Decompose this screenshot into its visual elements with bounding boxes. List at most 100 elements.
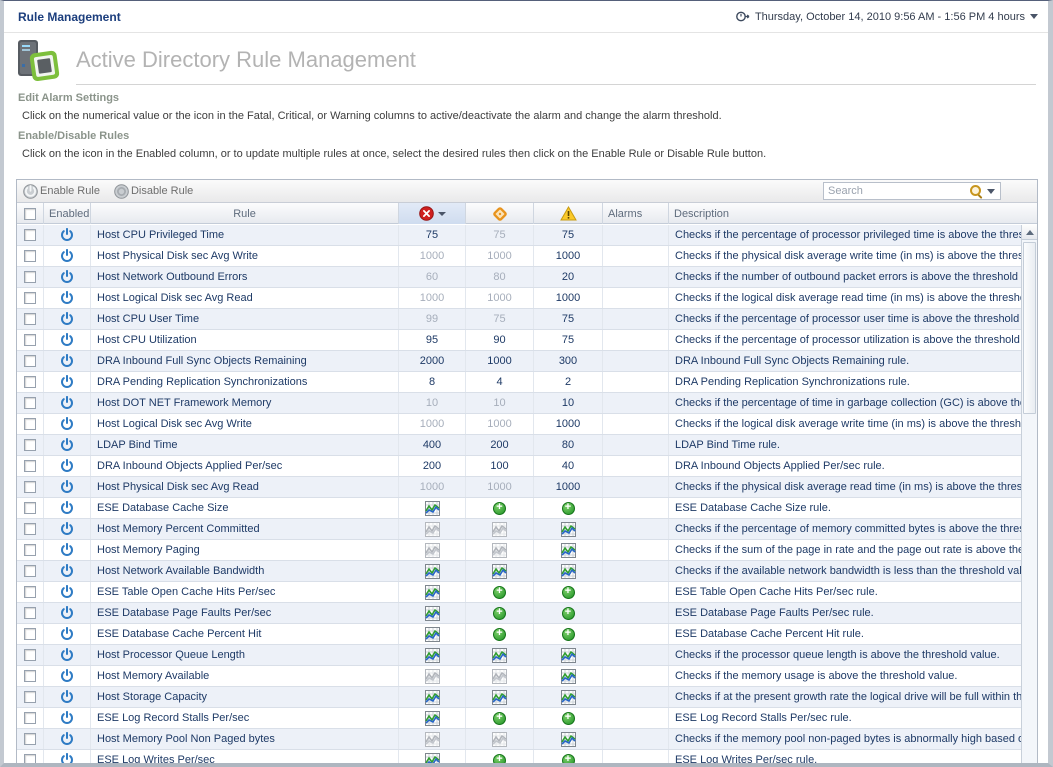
scrollbar-thumb[interactable]: [1023, 242, 1036, 414]
enabled-cell[interactable]: [44, 603, 91, 623]
baseline-chart-icon[interactable]: [560, 563, 576, 579]
threshold-cell[interactable]: [466, 603, 534, 623]
enabled-cell[interactable]: [44, 519, 91, 539]
threshold-value[interactable]: 95: [425, 334, 439, 346]
threshold-cell[interactable]: 75: [466, 225, 534, 245]
threshold-cell[interactable]: 1000: [466, 414, 534, 434]
threshold-cell[interactable]: [534, 750, 603, 763]
baseline-chart-icon[interactable]: [560, 542, 576, 558]
power-icon[interactable]: [60, 375, 74, 389]
threshold-cell[interactable]: 80: [534, 435, 603, 455]
baseline-chart-icon[interactable]: [492, 647, 507, 663]
threshold-cell[interactable]: 60: [399, 267, 466, 287]
add-alarm-icon[interactable]: [561, 501, 575, 515]
add-alarm-icon[interactable]: [561, 606, 575, 620]
threshold-cell[interactable]: 200: [399, 456, 466, 476]
threshold-value[interactable]: 300: [558, 355, 578, 367]
threshold-value[interactable]: 8: [428, 376, 436, 388]
timerange-selector[interactable]: Thursday, October 14, 2010 9:56 AM - 1:5…: [735, 10, 1038, 23]
row-checkbox[interactable]: [24, 754, 36, 763]
threshold-cell[interactable]: [399, 582, 466, 602]
row-checkbox[interactable]: [24, 271, 36, 283]
threshold-cell[interactable]: 300: [534, 351, 603, 371]
baseline-chart-icon[interactable]: [492, 689, 507, 705]
enabled-cell[interactable]: [44, 456, 91, 476]
baseline-chart-icon[interactable]: [424, 668, 440, 684]
row-checkbox[interactable]: [24, 355, 36, 367]
row-checkbox[interactable]: [24, 733, 36, 745]
threshold-cell[interactable]: [466, 498, 534, 518]
enabled-cell[interactable]: [44, 477, 91, 497]
threshold-value[interactable]: 80: [561, 439, 575, 451]
threshold-value[interactable]: 75: [425, 229, 439, 241]
threshold-cell[interactable]: [534, 645, 603, 665]
threshold-value[interactable]: 1000: [555, 250, 581, 262]
baseline-chart-icon[interactable]: [492, 542, 507, 558]
add-alarm-icon[interactable]: [493, 501, 506, 515]
add-alarm-icon[interactable]: [561, 711, 575, 725]
power-icon[interactable]: [60, 459, 74, 473]
threshold-cell[interactable]: [466, 729, 534, 749]
threshold-value[interactable]: 100: [490, 460, 509, 472]
baseline-chart-icon[interactable]: [492, 668, 507, 684]
threshold-cell[interactable]: [534, 603, 603, 623]
threshold-cell[interactable]: 1000: [466, 351, 534, 371]
threshold-cell[interactable]: 100: [466, 456, 534, 476]
disable-rule-button[interactable]: Disable Rule: [114, 183, 193, 199]
row-checkbox[interactable]: [24, 460, 36, 472]
enabled-cell[interactable]: [44, 414, 91, 434]
threshold-value[interactable]: 1000: [487, 292, 512, 304]
threshold-cell[interactable]: [466, 750, 534, 763]
threshold-cell[interactable]: 40: [534, 456, 603, 476]
threshold-value[interactable]: 1000: [419, 292, 445, 304]
baseline-chart-icon[interactable]: [424, 521, 440, 537]
add-alarm-icon[interactable]: [493, 753, 506, 763]
threshold-cell[interactable]: [534, 729, 603, 749]
threshold-value[interactable]: 10: [561, 397, 575, 409]
column-header-fatal[interactable]: [399, 203, 466, 224]
threshold-value[interactable]: 20: [561, 271, 575, 283]
threshold-cell[interactable]: 75: [534, 225, 603, 245]
threshold-value[interactable]: 1000: [419, 481, 445, 493]
threshold-cell[interactable]: 1000: [466, 288, 534, 308]
power-icon[interactable]: [60, 249, 74, 263]
power-icon[interactable]: [60, 711, 74, 725]
threshold-value[interactable]: 2000: [419, 355, 445, 367]
threshold-cell[interactable]: 10: [466, 393, 534, 413]
threshold-cell[interactable]: 1000: [534, 414, 603, 434]
enabled-cell[interactable]: [44, 267, 91, 287]
row-checkbox[interactable]: [24, 628, 36, 640]
threshold-cell[interactable]: 1000: [534, 477, 603, 497]
enabled-cell[interactable]: [44, 708, 91, 728]
threshold-cell[interactable]: [399, 687, 466, 707]
threshold-cell[interactable]: 8: [399, 372, 466, 392]
power-icon[interactable]: [60, 732, 74, 746]
threshold-value[interactable]: 75: [493, 313, 506, 325]
threshold-value[interactable]: 200: [422, 460, 442, 472]
threshold-cell[interactable]: [399, 603, 466, 623]
row-checkbox[interactable]: [24, 313, 36, 325]
threshold-cell[interactable]: 2: [534, 372, 603, 392]
threshold-cell[interactable]: [466, 582, 534, 602]
threshold-cell[interactable]: 75: [466, 309, 534, 329]
enabled-cell[interactable]: [44, 225, 91, 245]
threshold-cell[interactable]: 2000: [399, 351, 466, 371]
baseline-chart-icon[interactable]: [560, 668, 576, 684]
threshold-cell[interactable]: [399, 498, 466, 518]
enabled-cell[interactable]: [44, 624, 91, 644]
column-header-description[interactable]: Description: [674, 207, 730, 220]
add-alarm-icon[interactable]: [561, 753, 575, 763]
enabled-cell[interactable]: [44, 687, 91, 707]
threshold-cell[interactable]: 1000: [466, 246, 534, 266]
threshold-cell[interactable]: [534, 624, 603, 644]
row-checkbox[interactable]: [24, 376, 36, 388]
threshold-cell[interactable]: [466, 624, 534, 644]
threshold-cell[interactable]: [466, 687, 534, 707]
row-checkbox[interactable]: [24, 586, 36, 598]
threshold-value[interactable]: 1000: [419, 250, 445, 262]
add-alarm-icon[interactable]: [493, 711, 506, 725]
threshold-value[interactable]: 2: [564, 376, 572, 388]
threshold-cell[interactable]: 80: [466, 267, 534, 287]
baseline-chart-icon[interactable]: [560, 521, 576, 537]
threshold-cell[interactable]: 400: [399, 435, 466, 455]
